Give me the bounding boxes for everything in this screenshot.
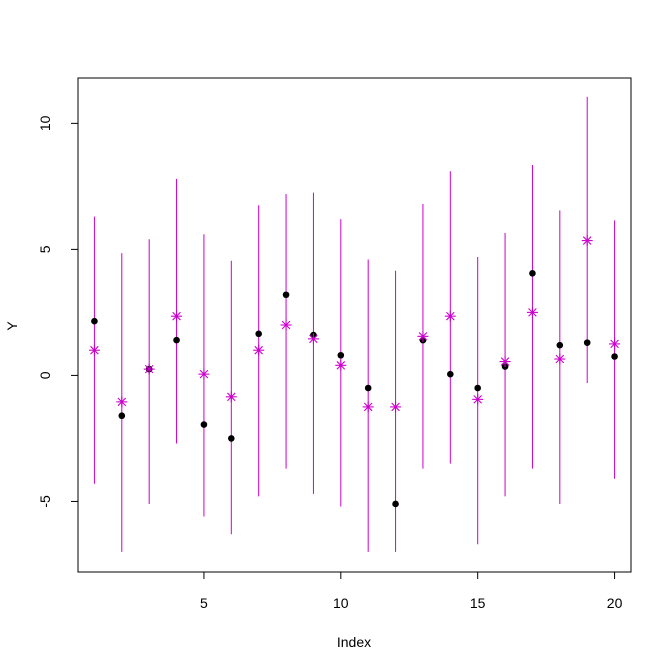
x-tick-label: 15 — [470, 595, 486, 611]
asterisk-marker — [499, 356, 511, 368]
data-point — [337, 351, 345, 359]
asterisk-marker — [143, 363, 155, 375]
asterisk-marker — [280, 319, 292, 331]
y-tick-label: 0 — [37, 371, 53, 379]
asterisk-marker — [362, 401, 374, 413]
asterisk-marker — [307, 333, 319, 345]
x-tick-label: 5 — [200, 595, 208, 611]
data-point — [282, 291, 290, 299]
plot-frame — [77, 77, 632, 573]
data-point — [474, 384, 481, 392]
data-point — [556, 341, 564, 349]
data-point — [118, 412, 126, 420]
asterisk-marker — [581, 235, 593, 247]
asterisk-marker — [335, 359, 347, 371]
asterisk-marker — [609, 338, 621, 350]
data-point — [447, 370, 454, 378]
asterisk-marker — [253, 344, 265, 356]
x-tick-label: 10 — [333, 595, 349, 611]
y-tick-label: 10 — [37, 115, 53, 131]
data-point — [611, 353, 618, 360]
x-axis-title: Index — [337, 634, 371, 650]
predicted-points — [88, 235, 621, 413]
asterisk-marker — [198, 368, 210, 380]
data-point — [392, 500, 399, 508]
asterisk-marker — [417, 330, 429, 342]
data-point — [91, 317, 98, 325]
asterisk-marker — [444, 310, 456, 322]
y-tick-label: -5 — [37, 495, 53, 508]
data-point — [529, 270, 536, 277]
data-points — [91, 270, 618, 508]
data-point — [228, 435, 235, 442]
x-tick-label: 20 — [607, 595, 623, 611]
asterisk-marker — [526, 306, 538, 318]
asterisk-marker — [390, 401, 402, 413]
asterisk-marker — [171, 310, 183, 322]
asterisk-marker — [88, 344, 100, 356]
asterisk-marker — [225, 391, 237, 403]
data-point — [173, 336, 180, 344]
data-point — [583, 339, 591, 346]
data-point — [200, 421, 208, 428]
y-tick-label: 5 — [37, 245, 53, 253]
interval-lines — [93, 96, 616, 552]
asterisk-marker — [116, 396, 128, 408]
data-point — [255, 330, 262, 338]
y-axis-title: Y — [4, 321, 20, 331]
axes: 5 10 15 20 -5 0 5 10 — [37, 115, 623, 611]
asterisk-marker — [554, 353, 566, 365]
data-point — [364, 384, 372, 392]
asterisk-marker — [472, 393, 484, 405]
